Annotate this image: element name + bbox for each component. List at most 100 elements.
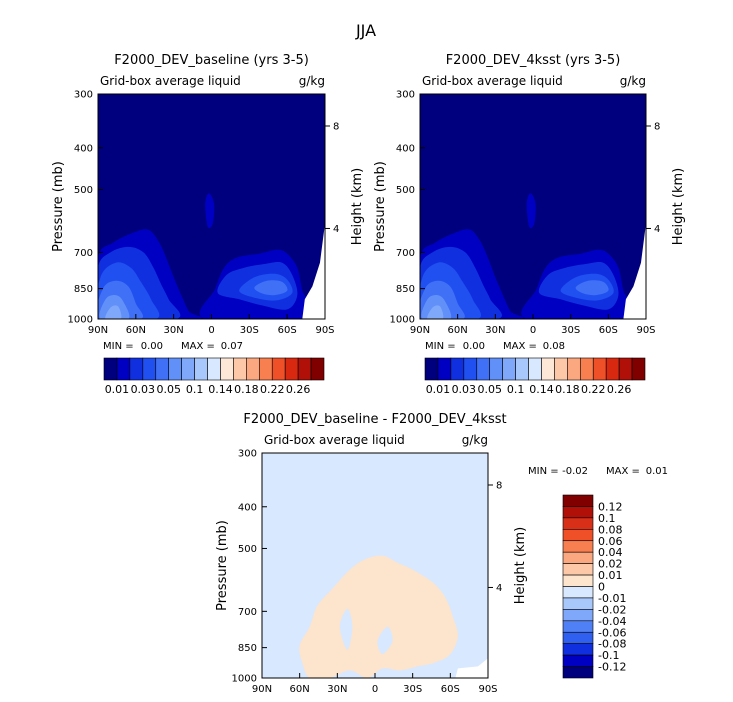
x-tick-label: 90S — [315, 325, 334, 336]
min-value: 0.00 — [463, 341, 485, 352]
colorbar-label: -0.06 — [598, 626, 626, 639]
colorbar-swatch — [562, 631, 594, 644]
contour-level — [105, 305, 122, 319]
colorbar-label: 0.02 — [598, 558, 623, 571]
colorbar-swatch — [562, 597, 594, 610]
y-axis-title: Pressure (mb) — [51, 161, 66, 252]
units-label: g/kg — [620, 74, 646, 88]
y2-tick-label: 4 — [654, 224, 660, 235]
colorbar-swatch — [168, 357, 182, 381]
chart-panel-1: F2000_DEV_baseline (yrs 3-5) Grid-box ave… — [51, 53, 365, 396]
colorbar-swatch — [233, 357, 247, 381]
colorbar-label: 0.01 — [598, 569, 623, 582]
colorbar-swatch — [463, 357, 478, 381]
colorbar-swatch — [567, 357, 581, 381]
colorbar-swatch — [258, 357, 273, 381]
y-tick-label: 500 — [238, 544, 257, 555]
y-tick-label: 850 — [74, 284, 93, 295]
colorbar-swatch — [562, 529, 594, 542]
colorbar-label: 0.1 — [186, 383, 204, 396]
contour-field — [98, 94, 325, 319]
colorbar-label: 0.22 — [260, 383, 285, 396]
y-tick-label: 500 — [74, 185, 93, 196]
x-tick-label: 60N — [126, 325, 146, 336]
colorbar-label: 0.26 — [286, 383, 311, 396]
colorbar-swatch — [450, 357, 465, 381]
x-tick-label: 60S — [278, 325, 297, 336]
y-tick-label: 700 — [238, 607, 257, 618]
colorbar-swatch — [297, 357, 312, 381]
colorbar-swatch — [476, 357, 491, 381]
colorbar-swatch — [220, 357, 234, 381]
x-tick-label: 0 — [208, 325, 214, 336]
colorbar-swatch — [592, 357, 607, 381]
panel-title: F2000_DEV_4ksst (yrs 3-5) — [446, 53, 621, 68]
max-label: MAX = — [606, 466, 640, 477]
x-tick-label: 0 — [530, 325, 536, 336]
colorbar-swatch — [562, 574, 594, 587]
colorbar-swatch — [129, 357, 144, 381]
y-tick-label: 300 — [74, 90, 93, 101]
colorbar-swatch — [562, 654, 594, 667]
colorbar-label: 0.1 — [598, 512, 616, 525]
field-label: Grid-box average liquid — [100, 74, 241, 88]
y-tick-label: 400 — [238, 502, 257, 513]
colorbar-swatch — [246, 357, 260, 381]
max-value: 0.07 — [221, 341, 243, 352]
contour-level — [526, 193, 536, 229]
y-tick-label: 500 — [396, 185, 415, 196]
colorbar-swatch — [579, 357, 594, 381]
min-label: MIN = — [528, 466, 559, 477]
colorbar-swatch — [562, 506, 594, 519]
colorbar: 0.01 0.03 0.05 0.1 0.14 0.18 0.22 0.26 — [424, 357, 646, 396]
y-axis-title: Pressure (mb) — [373, 161, 388, 252]
chart-panel-2: F2000_DEV_4ksst (yrs 3-5) Grid-box averag… — [373, 53, 686, 396]
colorbar-swatch — [541, 357, 555, 381]
field-label: Grid-box average liquid — [422, 74, 563, 88]
contour-level — [205, 193, 215, 229]
colorbar-swatch — [515, 357, 529, 381]
x-tick-label: 30S — [561, 325, 580, 336]
contour-level — [377, 626, 393, 655]
x-tick-label: 90S — [478, 684, 497, 695]
colorbar-swatch — [271, 357, 286, 381]
colorbar-swatch — [562, 666, 594, 679]
colorbar-swatch — [103, 357, 118, 381]
y-tick-label: 400 — [396, 143, 415, 154]
y-tick-label: 850 — [396, 284, 415, 295]
contour-level — [575, 280, 609, 296]
colorbar-swatch — [142, 357, 157, 381]
y2-tick-label: 8 — [496, 480, 502, 491]
y-tick-label: 700 — [396, 248, 415, 259]
panel-title: F2000_DEV_baseline (yrs 3-5) — [114, 53, 309, 68]
colorbar-label: 0.14 — [529, 383, 554, 396]
max-value: 0.08 — [543, 341, 565, 352]
x-tick-label: 90N — [88, 325, 108, 336]
masked-region — [302, 223, 325, 319]
max-value: 0.01 — [646, 466, 668, 477]
colorbar-label: -0.12 — [598, 661, 626, 674]
y2-tick-label: 8 — [333, 121, 339, 132]
x-tick-label: 30N — [164, 325, 184, 336]
x-tick-label: 30S — [240, 325, 259, 336]
x-tick-label: 90N — [410, 325, 430, 336]
x-tick-label: 60S — [599, 325, 618, 336]
y2-axis-title: Height (km) — [350, 168, 365, 245]
x-tick-label: 30S — [403, 684, 422, 695]
colorbar-swatch — [562, 586, 594, 599]
units-label: g/kg — [299, 74, 325, 88]
y-tick-label: 1000 — [68, 315, 93, 326]
colorbar-label: 0.01 — [105, 383, 130, 396]
colorbar-label: 0.05 — [156, 383, 181, 396]
colorbar-label: 0.12 — [598, 500, 623, 513]
colorbar: 0.120.10.080.060.040.020.010-0.01-0.02-0… — [562, 494, 626, 679]
colorbar-swatch — [562, 494, 594, 507]
panel-title: F2000_DEV_baseline - F2000_DEV_4ksst — [243, 412, 506, 427]
min-value: 0.00 — [141, 341, 163, 352]
y-tick-label: 1000 — [232, 674, 257, 685]
colorbar-label: 0.05 — [477, 383, 502, 396]
colorbar-swatch — [562, 517, 594, 530]
max-label: MAX = — [181, 341, 215, 352]
y-tick-label: 1000 — [390, 315, 415, 326]
colorbar-swatch — [562, 643, 594, 656]
